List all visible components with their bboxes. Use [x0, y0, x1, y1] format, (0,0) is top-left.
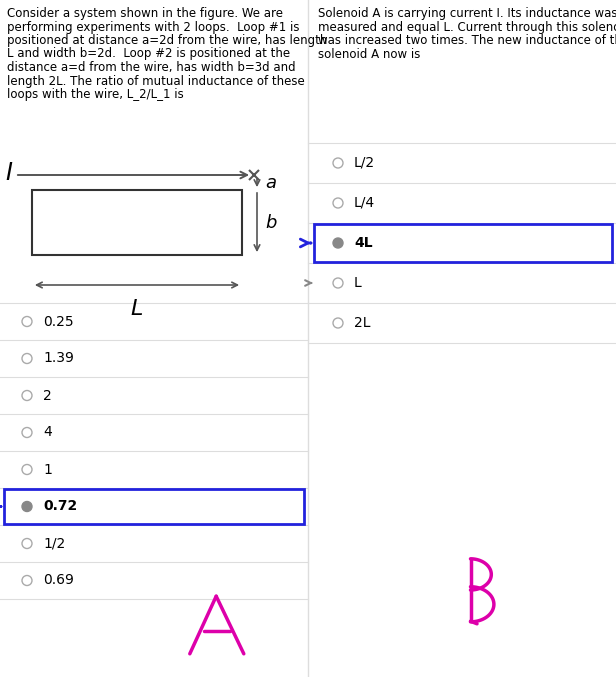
Circle shape — [22, 502, 32, 512]
Text: performing experiments with 2 loops.  Loop #1 is: performing experiments with 2 loops. Loo… — [7, 20, 299, 33]
Circle shape — [333, 238, 343, 248]
Text: 0.69: 0.69 — [43, 573, 74, 588]
Text: positioned at distance a=2d from the wire, has length: positioned at distance a=2d from the wir… — [7, 34, 327, 47]
Text: $b$: $b$ — [265, 213, 278, 232]
Text: loops with the wire, L_2/L_1 is: loops with the wire, L_2/L_1 is — [7, 88, 184, 101]
Text: 4: 4 — [43, 426, 52, 439]
Text: length 2L. The ratio of mutual inductance of these: length 2L. The ratio of mutual inductanc… — [7, 74, 305, 87]
Text: L: L — [354, 276, 362, 290]
Text: 0.72: 0.72 — [43, 500, 77, 513]
Text: 1: 1 — [43, 462, 52, 477]
Text: L/4: L/4 — [354, 196, 375, 210]
Text: $L$: $L$ — [131, 299, 144, 319]
Bar — [4, 489, 304, 524]
Text: 1/2: 1/2 — [43, 536, 65, 550]
Text: L/2: L/2 — [354, 156, 375, 170]
Text: 1.39: 1.39 — [43, 351, 74, 366]
Text: 2: 2 — [43, 389, 52, 403]
Text: Solenoid A is carrying current I. Its inductance was: Solenoid A is carrying current I. Its in… — [318, 7, 616, 20]
Text: $I$: $I$ — [5, 161, 14, 185]
Text: measured and equal L. Current through this solenoid: measured and equal L. Current through th… — [318, 20, 616, 33]
Text: was increased two times. The new inductance of the: was increased two times. The new inducta… — [318, 34, 616, 47]
Text: Consider a system shown in the figure. We are: Consider a system shown in the figure. W… — [7, 7, 283, 20]
Bar — [32, 190, 242, 255]
Text: 2L: 2L — [354, 316, 370, 330]
Text: 4L: 4L — [354, 236, 373, 250]
Bar — [314, 224, 612, 262]
Text: L and width b=2d.  Loop #2 is positioned at the: L and width b=2d. Loop #2 is positioned … — [7, 47, 290, 60]
Text: 0.25: 0.25 — [43, 315, 74, 328]
Text: distance a=d from the wire, has width b=3d and: distance a=d from the wire, has width b=… — [7, 61, 296, 74]
Text: solenoid A now is: solenoid A now is — [318, 47, 420, 60]
Text: $a$: $a$ — [265, 173, 277, 192]
